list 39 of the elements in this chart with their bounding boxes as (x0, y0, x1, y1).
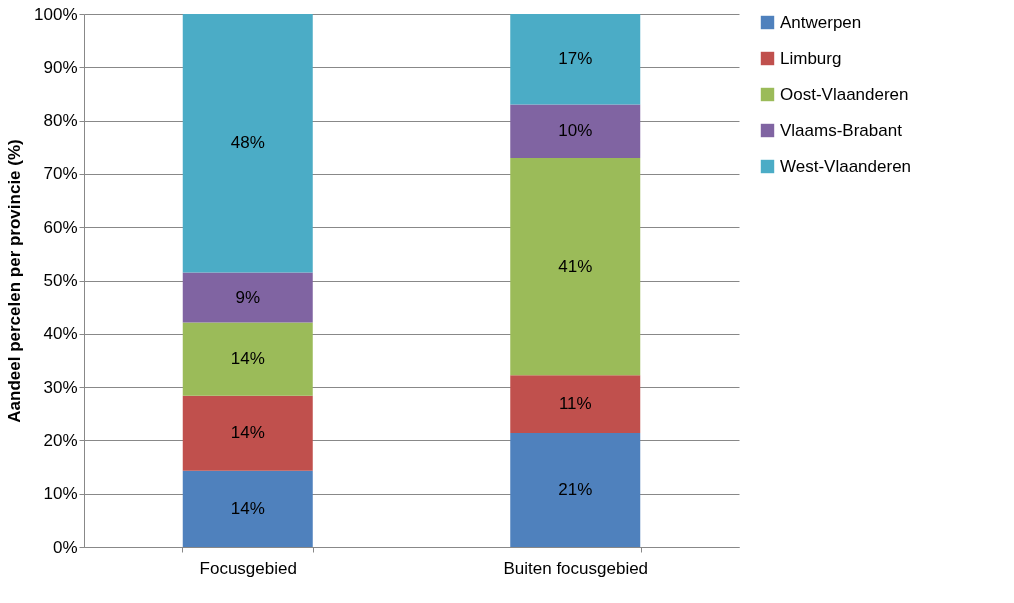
x-tick-label: Buiten focusgebied (503, 558, 649, 578)
y-tick-label: 30% (43, 377, 78, 397)
data-label: 48% (230, 133, 265, 153)
bar (510, 432, 641, 547)
data-label: 14% (230, 423, 265, 443)
bar (182, 322, 313, 396)
bar (510, 14, 641, 105)
bar (510, 157, 641, 376)
y-axis-title: Aandeel percelen per provincie (%) (5, 139, 25, 423)
bar (182, 272, 313, 323)
y-tick-label: 100% (34, 4, 78, 24)
legend-label: Antwerpen (780, 12, 862, 32)
data-label: 10% (558, 121, 593, 141)
y-tick-label: 0% (52, 537, 78, 557)
bar (510, 375, 641, 433)
data-label: 9% (235, 287, 261, 307)
legend-label: Oost-Vlaanderen (780, 84, 909, 104)
y-tick-label: 60% (43, 217, 78, 237)
y-tick-label: 20% (43, 430, 78, 450)
data-label: 17% (558, 49, 593, 69)
x-tick-label: Focusgebied (199, 558, 297, 578)
data-label: 21% (558, 479, 593, 499)
bar (182, 14, 313, 273)
bar (182, 470, 313, 547)
data-label: 14% (230, 498, 265, 518)
data-label: 41% (558, 256, 593, 276)
bar (182, 395, 313, 471)
y-tick-label: 10% (43, 484, 78, 504)
data-label: 14% (230, 349, 265, 369)
bar (510, 104, 641, 158)
legend-label: Vlaams-Brabant (780, 120, 903, 140)
y-tick-label: 50% (43, 271, 78, 290)
legend-label: West-Vlaanderen (780, 156, 912, 176)
y-tick-label: 90% (43, 57, 78, 77)
y-tick-label: 40% (43, 324, 78, 344)
y-tick-label: 80% (43, 111, 78, 131)
legend-label: Limburg (780, 48, 842, 68)
data-label: 11% (558, 394, 592, 414)
y-tick-label: 70% (43, 164, 78, 184)
